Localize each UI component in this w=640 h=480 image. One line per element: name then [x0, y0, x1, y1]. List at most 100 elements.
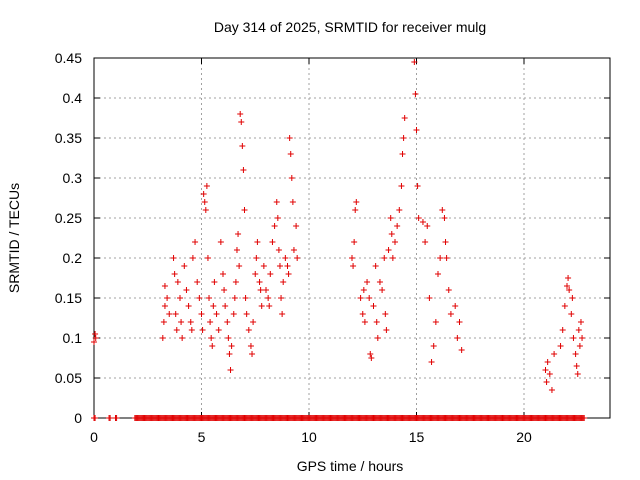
data-point [357, 295, 364, 301]
data-point [544, 359, 551, 365]
x-tick-label: 20 [516, 429, 532, 445]
data-point [198, 311, 205, 317]
data-point [271, 223, 278, 229]
data-point [570, 335, 577, 341]
y-tick-label: 0.35 [55, 130, 82, 146]
data-point [207, 319, 214, 325]
data-point [273, 199, 280, 205]
data-point [381, 255, 388, 261]
chart-title: Day 314 of 2025, SRMTID for receiver mul… [214, 19, 486, 35]
data-point [210, 303, 217, 309]
x-tick-label: 5 [198, 429, 206, 445]
data-point [177, 295, 183, 301]
data-point [282, 255, 289, 261]
data-point [181, 263, 188, 269]
data-point [192, 239, 199, 245]
data-point [442, 239, 449, 245]
data-point [209, 343, 216, 349]
data-point [242, 295, 249, 301]
data-point [159, 335, 166, 341]
data-point [211, 279, 218, 285]
data-point [253, 255, 260, 261]
data-point [443, 255, 450, 261]
y-tick-label: 0.3 [63, 170, 83, 186]
data-point [288, 175, 295, 181]
data-point [424, 223, 431, 229]
data-point [379, 287, 386, 293]
data-point [247, 343, 254, 349]
data-point [208, 335, 215, 341]
data-point [179, 335, 186, 341]
y-tick-label: 0.2 [63, 250, 83, 266]
data-point [396, 207, 403, 213]
data-point [401, 115, 408, 121]
data-point [274, 215, 281, 221]
data-point [383, 327, 390, 333]
data-point [232, 279, 239, 285]
data-point [250, 319, 257, 325]
data-point [350, 263, 357, 269]
y-tick-label: 0.05 [55, 370, 82, 386]
data-point [204, 255, 211, 261]
data-point [267, 271, 274, 277]
data-point [279, 311, 286, 317]
data-point [183, 287, 190, 293]
data-point [235, 231, 242, 237]
data-point [240, 167, 247, 173]
data-point [203, 183, 210, 189]
data-point [426, 295, 433, 301]
data-point [385, 247, 392, 253]
data-point [228, 343, 235, 349]
data-point [557, 343, 564, 349]
data-point [548, 387, 555, 393]
data-point [360, 287, 367, 293]
data-point [226, 351, 233, 357]
data-point [92, 335, 99, 341]
x-tick-label: 15 [409, 429, 425, 445]
data-point [290, 247, 297, 253]
data-point [113, 415, 120, 421]
data-point [254, 239, 261, 245]
data-point [213, 311, 220, 317]
data-point [160, 319, 167, 325]
data-point [196, 295, 203, 301]
data-point [373, 319, 380, 325]
data-point [185, 303, 192, 309]
data-point [576, 343, 583, 349]
grid [94, 57, 610, 418]
data-point [217, 239, 224, 245]
data-point [551, 351, 558, 357]
data-point [579, 335, 586, 341]
data-point [225, 335, 232, 341]
data-point [92, 331, 99, 337]
data-point [289, 199, 296, 205]
data-point [568, 311, 575, 317]
data-point [414, 183, 421, 189]
data-point [574, 371, 581, 377]
data-point [239, 143, 246, 149]
data-point [543, 379, 550, 385]
data-point [566, 287, 573, 293]
data-point [174, 279, 181, 285]
data-point [422, 239, 429, 245]
data-point [161, 283, 168, 289]
data-point [392, 239, 398, 245]
data-point [564, 283, 570, 289]
data-point [415, 215, 422, 221]
data-point [243, 311, 250, 317]
data-point [206, 295, 213, 301]
data-point [361, 319, 368, 325]
data-point [171, 271, 178, 277]
data-point [280, 279, 287, 285]
data-point [199, 327, 206, 333]
data-point [221, 287, 228, 293]
data-point [92, 415, 99, 421]
data-point [252, 271, 259, 277]
data-point [220, 271, 226, 277]
data-point [575, 327, 582, 333]
data-point [439, 207, 446, 213]
data-point [257, 287, 264, 293]
data-point [107, 415, 114, 421]
data-point [565, 275, 572, 281]
data-point [399, 151, 406, 157]
